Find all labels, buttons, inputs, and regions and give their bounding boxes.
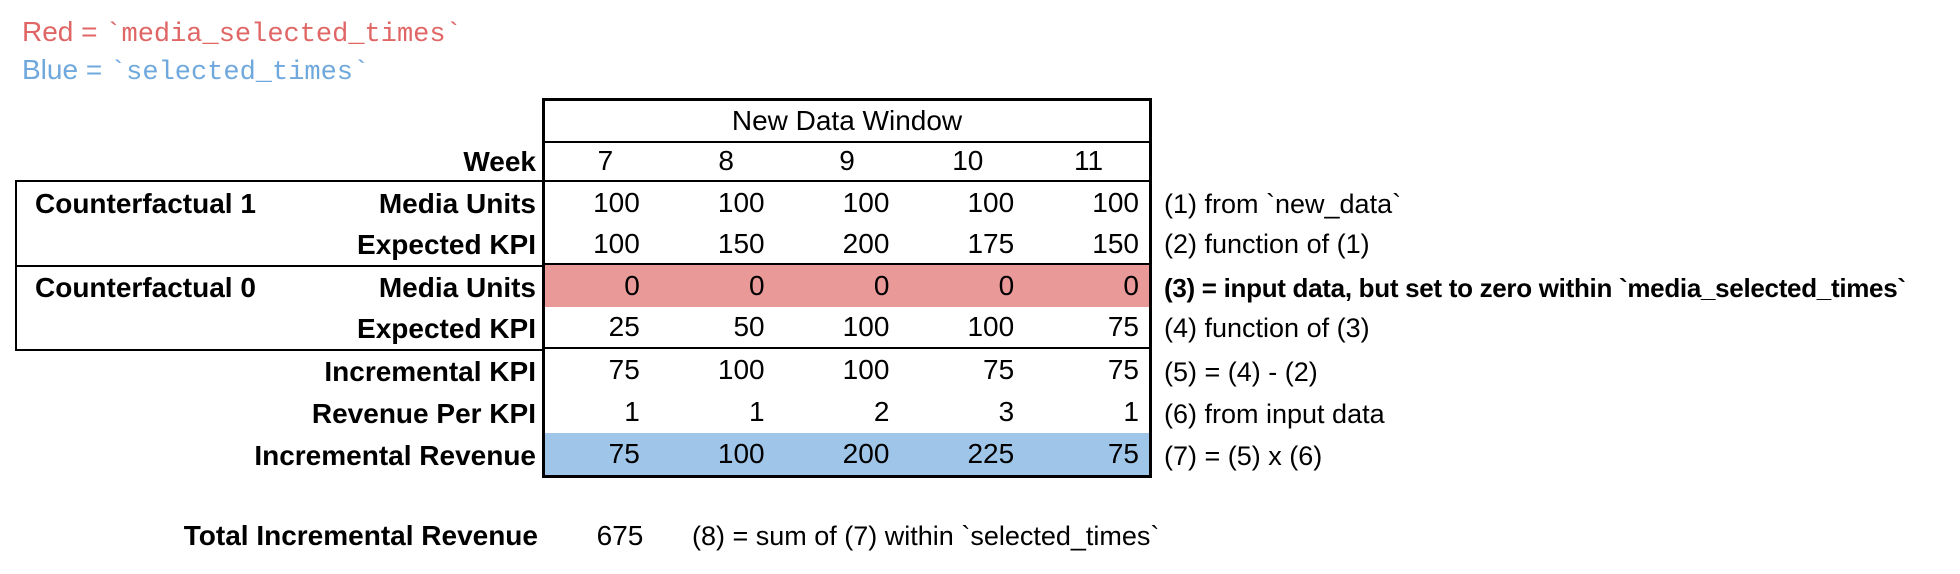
annotation-2: (2) function of (1)	[1164, 228, 1370, 259]
data-cell: 0	[873, 270, 890, 301]
row-label-revenue-per-kpi: Revenue Per KPI	[311, 397, 536, 429]
data-cell: 75	[608, 437, 640, 469]
row-label-expected-kpi-cf1: Expected KPI	[357, 228, 536, 260]
group-label-counterfactual-0: Counterfactual 0	[35, 271, 256, 303]
legend-red-equals: =	[73, 16, 106, 47]
table-row-incremental-revenue-highlight-blue: 75 100 200 225 75	[545, 432, 1149, 475]
row-label-media-units-cf0: Media Units	[378, 271, 536, 303]
data-cell: 100	[967, 186, 1015, 218]
row-label-expected-kpi-cf0: Expected KPI	[357, 312, 536, 344]
annotation-1: (1) from `new_data`	[1164, 188, 1402, 219]
data-cell: 150	[717, 227, 765, 259]
data-cell: 100	[717, 186, 765, 218]
total-incremental-revenue-label: Total Incremental Revenue	[183, 520, 538, 551]
data-cell: 0	[1123, 270, 1139, 301]
data-cell: 100	[717, 437, 765, 469]
week-cell: 9	[839, 145, 855, 176]
annotation-4: (4) function of (3)	[1164, 312, 1370, 343]
annotation-3: (3) = input data, but set to zero within…	[1164, 272, 1906, 303]
data-cell: 0	[624, 270, 640, 301]
group-label-counterfactual-1: Counterfactual 1	[35, 187, 256, 219]
data-cell: 1	[749, 395, 765, 427]
annotation-5: (5) = (4) - (2)	[1164, 356, 1318, 387]
legend-blue: Blue = `selected_times`	[22, 52, 369, 88]
data-cell: 75	[1107, 437, 1139, 469]
data-table: New Data Window 7 8 9 10 11 100 100 100 …	[542, 98, 1152, 478]
total-incremental-revenue-value: 675	[596, 520, 644, 551]
data-cell: 75	[1107, 311, 1139, 342]
data-cell: 100	[842, 353, 890, 385]
week-row-label: Week	[463, 145, 536, 177]
week-cell: 10	[952, 145, 984, 176]
annotation-8: (8) = sum of (7) within `selected_times`	[692, 521, 1160, 551]
row-label-incremental-kpi: Incremental KPI	[324, 355, 536, 387]
data-cell: 75	[1107, 353, 1139, 385]
data-cell: 150	[1092, 227, 1139, 259]
data-cell: 2	[873, 395, 890, 427]
data-cell: 100	[717, 353, 765, 385]
week-cell: 8	[718, 145, 734, 176]
legend-blue-code: `selected_times`	[109, 58, 370, 88]
table-row-media-units-cf1: 100 100 100 100 100	[545, 182, 1149, 224]
data-cell: 75	[608, 353, 640, 385]
table-row-expected-kpi-cf0: 25 50 100 100 75	[545, 307, 1149, 349]
data-cell: 1	[624, 395, 640, 427]
data-cell: 175	[967, 227, 1015, 259]
data-cell: 200	[842, 227, 890, 259]
data-cell: 100	[593, 186, 640, 218]
week-cell: 7	[597, 145, 614, 176]
row-label-media-units-cf1: Media Units	[378, 187, 536, 219]
data-cell: 100	[842, 186, 890, 218]
data-cell: 100	[967, 311, 1015, 342]
table-header-new-data-window: New Data Window	[545, 101, 1149, 143]
table-row-revenue-per-kpi: 1 1 2 3 1	[545, 391, 1149, 433]
legend-blue-equals: =	[78, 54, 110, 85]
data-cell: 100	[842, 311, 890, 342]
legend-blue-label: Blue	[22, 54, 79, 85]
legend-red-label: Red	[22, 16, 74, 47]
data-cell: 50	[733, 311, 765, 342]
legend-red: Red = `media_selected_times`	[22, 14, 462, 50]
week-cell: 11	[1074, 145, 1104, 176]
table-row-expected-kpi-cf1: 100 150 200 175 150	[545, 224, 1149, 265]
data-cell: 3	[998, 395, 1015, 427]
data-cell: 100	[1092, 186, 1139, 218]
legend-red-code: `media_selected_times`	[105, 20, 462, 50]
data-cell: 75	[983, 353, 1015, 385]
annotation-6: (6) from input data	[1164, 398, 1385, 429]
data-cell: 100	[593, 227, 640, 259]
data-cell: 200	[842, 437, 890, 469]
data-cell: 0	[749, 270, 765, 301]
table-row-media-units-cf0-highlight-red: 0 0 0 0 0	[545, 265, 1149, 307]
data-cell: 225	[967, 437, 1015, 469]
data-cell: 0	[998, 270, 1015, 301]
row-label-incremental-revenue: Incremental Revenue	[254, 439, 536, 471]
annotation-7: (7) = (5) x (6)	[1164, 440, 1323, 471]
table-row-incremental-kpi: 75 100 100 75 75	[545, 349, 1149, 391]
data-cell: 1	[1123, 395, 1139, 427]
data-cell: 25	[608, 311, 640, 342]
week-number-row: 7 8 9 10 11	[545, 143, 1149, 182]
